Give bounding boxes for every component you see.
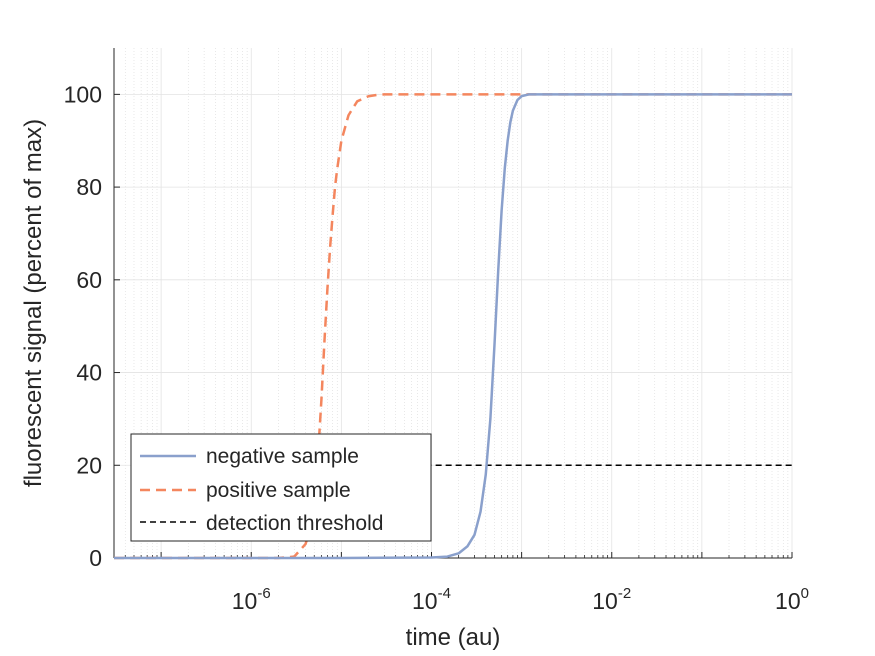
y-tick-label: 60 <box>76 267 102 293</box>
x-tick-label: 10-4 <box>412 585 451 614</box>
x-tick-label-base: 10 <box>592 588 618 614</box>
x-tick-label-exponent: -4 <box>438 585 451 602</box>
x-tick-label-base: 10 <box>412 588 438 614</box>
x-axis-label: time (au) <box>406 624 501 651</box>
series-lines <box>114 93 792 560</box>
y-tick-label: 80 <box>76 174 102 200</box>
x-tick-label-base: 10 <box>775 588 801 614</box>
y-axis-label: fluorescent signal (percent of max) <box>20 119 47 487</box>
x-tick-label: 10-6 <box>232 585 271 614</box>
legend: negative sample positive sample detectio… <box>130 433 432 542</box>
grid <box>113 48 793 559</box>
y-tick-label: 40 <box>76 360 102 386</box>
x-tick-label: 10-2 <box>592 585 631 614</box>
legend-label-detection-threshold: detection threshold <box>206 512 383 535</box>
y-tick-label: 100 <box>64 81 102 107</box>
x-tick-label-exponent: -2 <box>618 585 631 602</box>
legend-box <box>130 433 432 542</box>
x-tick-label-base: 10 <box>232 588 258 614</box>
x-tick-label-exponent: 0 <box>801 585 809 602</box>
y-tick-label: 20 <box>76 452 102 478</box>
y-tick-label: 0 <box>89 545 102 571</box>
legend-label-positive-sample: positive sample <box>206 479 351 502</box>
series-line-negative-sample <box>114 93 792 560</box>
legend-label-negative-sample: negative sample <box>206 445 359 468</box>
x-tick-label-exponent: -6 <box>257 585 270 602</box>
x-tick-label: 100 <box>775 585 809 614</box>
series-line-positive-sample <box>114 93 792 560</box>
